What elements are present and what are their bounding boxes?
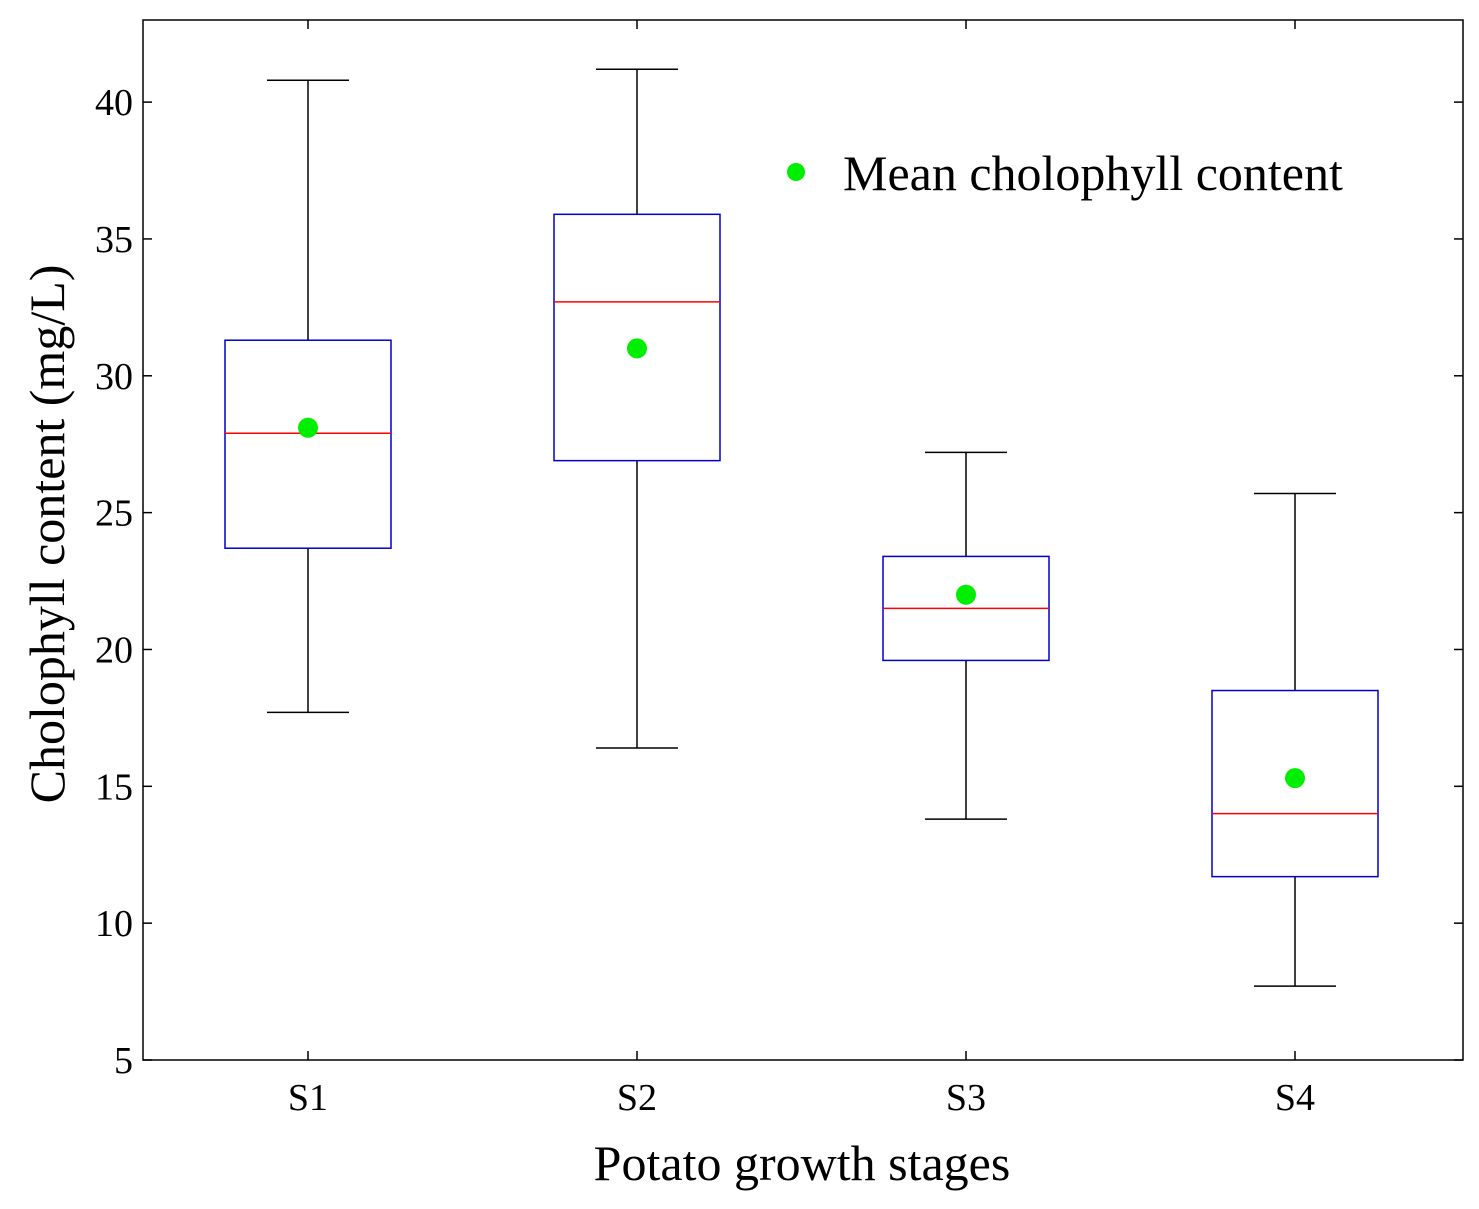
mean-marker-S1 (298, 417, 318, 438)
y-axis-ticks: 5 10 15 20 25 30 35 40 (95, 82, 1463, 1082)
y-tick-label: 40 (95, 82, 133, 124)
y-tick-label: 15 (95, 766, 133, 808)
mean-marker-S3 (956, 584, 976, 605)
box-S3 (882, 451, 1050, 820)
y-tick-label: 10 (95, 903, 133, 945)
legend: Mean cholophyll content (787, 145, 1343, 201)
mean-marker-S2 (627, 338, 647, 359)
x-axis-title: Potato growth stages (594, 1135, 1011, 1191)
y-tick-label: 30 (95, 356, 133, 398)
plot-frame (142, 19, 1464, 1061)
x-tick-label: S2 (617, 1077, 657, 1119)
x-axis-ticks: S1 S2 S3 S4 (288, 20, 1315, 1119)
box-S2 (553, 68, 721, 749)
legend-label: Mean cholophyll content (843, 145, 1343, 201)
plot-area-border (142, 19, 1464, 1061)
box-series (224, 68, 1379, 987)
interquartile-box (224, 339, 392, 549)
y-tick-label: 5 (114, 1040, 133, 1082)
box-S4 (1211, 492, 1379, 987)
y-tick-label: 25 (95, 493, 133, 535)
mean-marker-S4 (1285, 768, 1305, 789)
interquartile-box (553, 213, 721, 462)
y-tick-label: 20 (95, 629, 133, 671)
x-tick-label: S4 (1275, 1077, 1315, 1119)
x-tick-label: S3 (946, 1077, 986, 1119)
x-tick-label: S1 (288, 1077, 328, 1119)
box-S1 (224, 79, 392, 714)
y-axis-title: Cholophyll content (mg/L) (19, 265, 75, 804)
mean-series (298, 338, 1305, 789)
y-tick-label: 35 (95, 219, 133, 261)
legend-mean-marker (787, 163, 805, 181)
